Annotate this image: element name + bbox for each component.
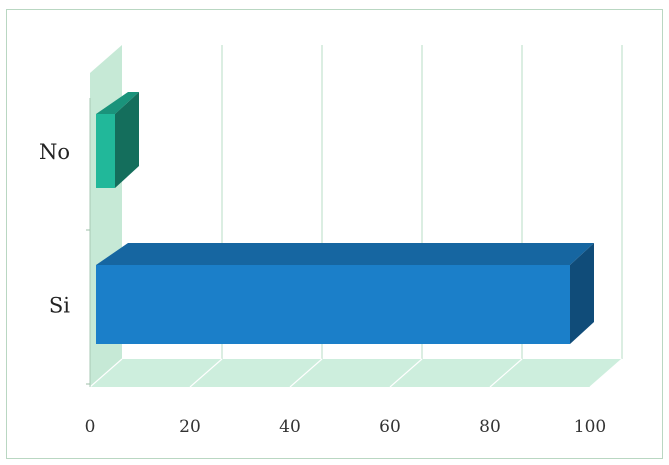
x-tick-label: 20 [179,417,201,437]
bar-no [96,114,115,188]
gridline-floor [189,358,223,388]
bar-no-end [115,92,139,188]
x-tick-label: 80 [479,417,501,437]
chart-floor [90,359,622,387]
bar-si-top [96,243,594,265]
bar-si-end [570,243,594,344]
gridline-floor [589,358,623,388]
gridline-floor [489,358,523,388]
x-tick-label: 0 [85,417,96,437]
x-tick-label: 40 [279,417,301,437]
y-tick-label-si: Si [49,294,70,318]
bar-si [96,265,570,344]
gridline-floor [89,358,123,388]
x-tick-label: 60 [379,417,401,437]
bar-no-top [96,92,139,114]
y-tick-label-no: No [39,140,70,164]
gridline-floor [389,358,423,388]
x-tick-label: 100 [574,417,606,437]
gridline-floor [289,358,323,388]
